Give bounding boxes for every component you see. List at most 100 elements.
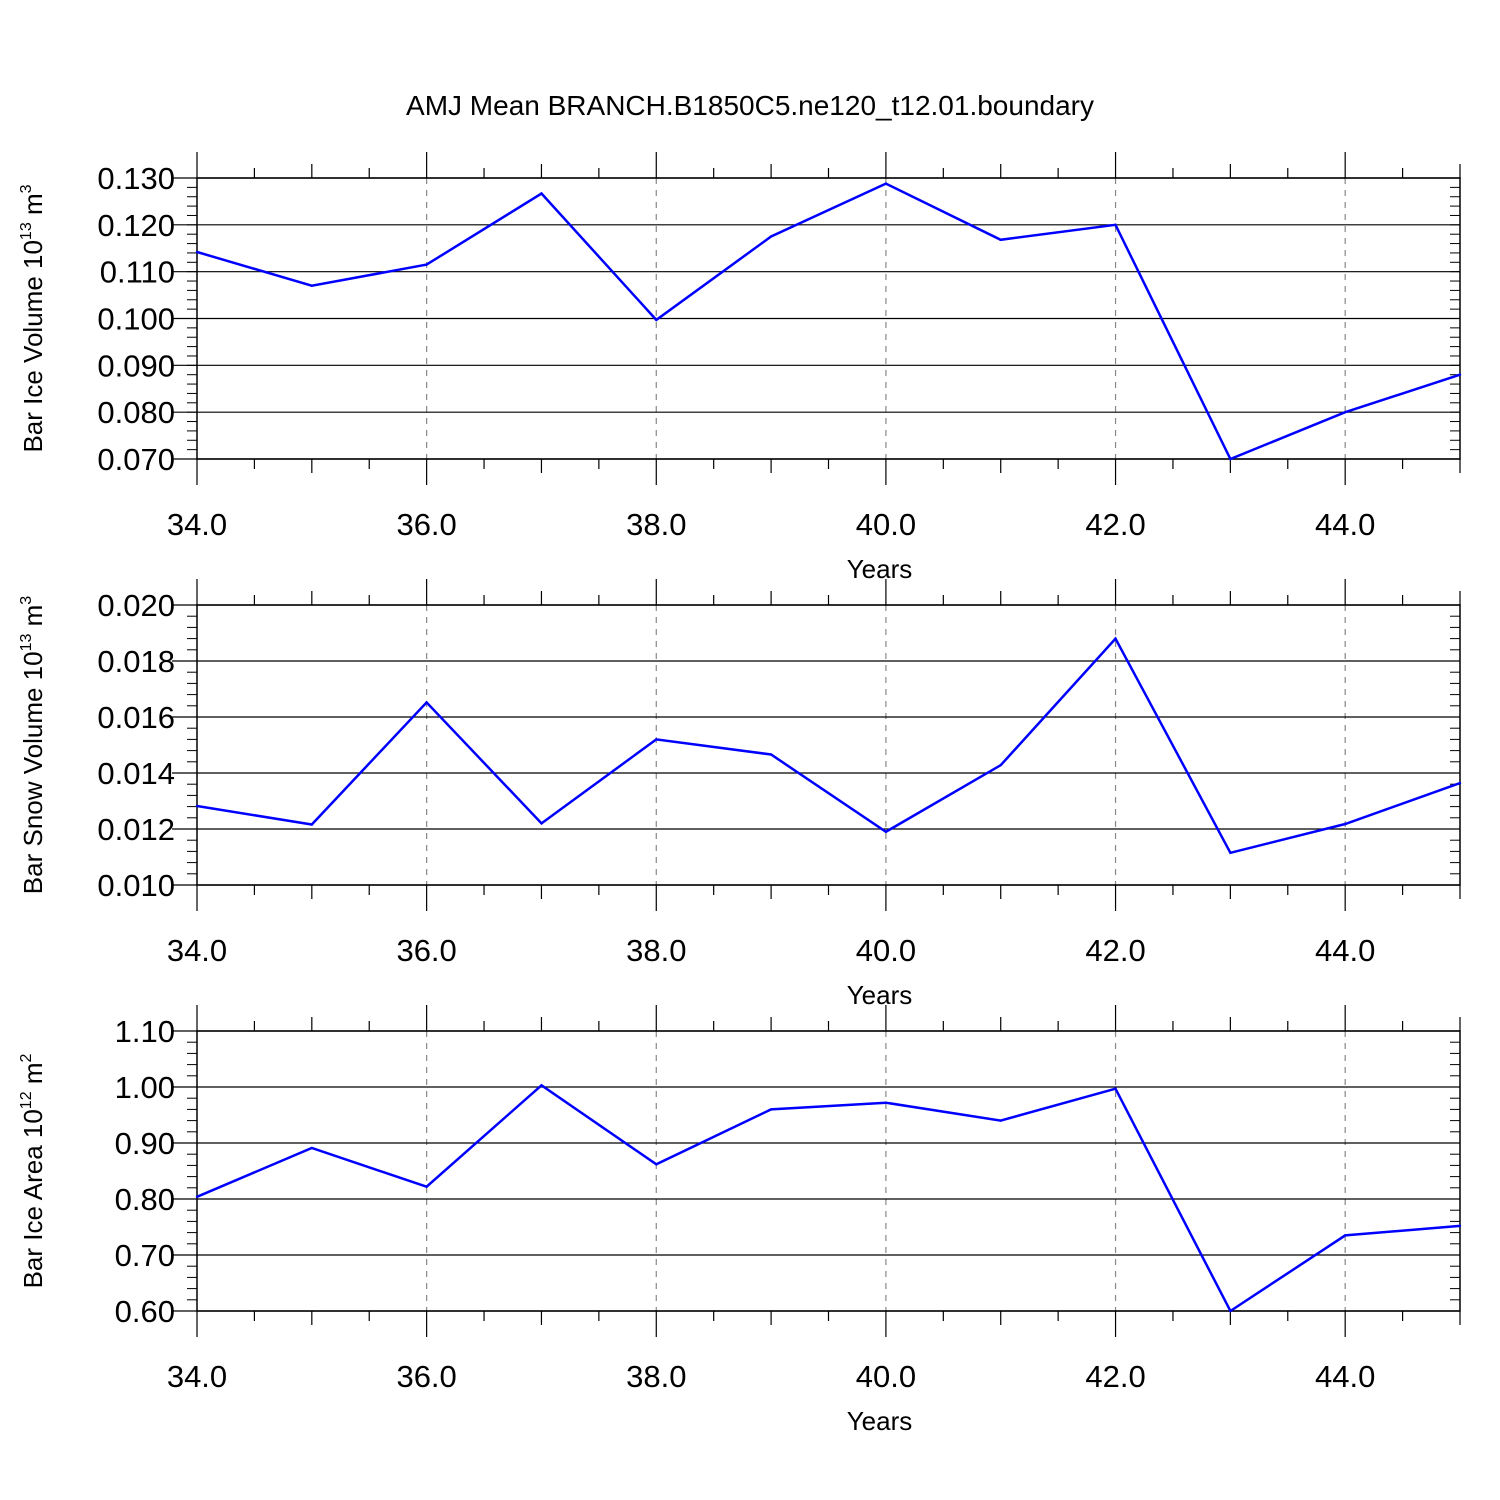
x-axis-label: Years [847, 980, 913, 1010]
panels: 0.070 0.080 0.090 0.100 0.110 0.120 0.130 34.0 3… [18, 152, 1462, 1436]
x-tick-label: 38.0 [626, 507, 686, 542]
y-axis-label: Bar Ice Area 1012 m2 [18, 1053, 48, 1288]
y-tick-label: 0.120 [97, 208, 175, 243]
y-axis-label-part: m [18, 1062, 48, 1091]
x-tick-label: 38.0 [626, 1359, 686, 1394]
data-point [310, 1146, 314, 1150]
y-tick-label: 0.130 [97, 161, 175, 196]
y-tick-label: 0.016 [97, 700, 175, 735]
x-tick-label: 42.0 [1085, 1359, 1145, 1394]
y-axis-label-part: Bar Ice Volume 10 [18, 240, 48, 452]
data-point [195, 250, 199, 254]
y-tick-label: 0.90 [115, 1126, 175, 1161]
y-tick-label: 0.014 [97, 756, 175, 791]
data-point [655, 1163, 658, 1166]
y-axis-label-part: Bar Snow Volume 10 [18, 651, 48, 894]
x-tick-label: 42.0 [1085, 507, 1145, 542]
data-point [540, 1084, 543, 1087]
y-tick-label: 0.110 [100, 255, 175, 290]
plot-frame [196, 177, 1461, 460]
y-axis-label-superscript: 12 [18, 1091, 35, 1109]
data-point [310, 284, 314, 287]
x-tick-label: 36.0 [396, 1359, 456, 1394]
x-tick-label: 44.0 [1315, 1359, 1375, 1394]
y-tick-label: 0.010 [97, 868, 175, 903]
x-tick-label: 34.0 [167, 1359, 227, 1394]
data-point [1343, 1234, 1347, 1237]
y-axis-label: Bar Snow Volume 1013 m3 [18, 596, 48, 895]
y-axis-label-part: Bar Ice Area 10 [18, 1109, 48, 1288]
data-point [769, 753, 773, 756]
data-point [655, 318, 658, 322]
y-axis-label-part: m [18, 605, 48, 634]
data-point [884, 182, 888, 185]
panel-3: 0.60 0.70 0.80 0.90 1.00 1.10 34.0 36.0 38.0 40.0… [18, 1005, 1462, 1436]
data-point [1114, 223, 1117, 227]
panel-1: 0.070 0.080 0.090 0.100 0.110 0.120 0.130 34.0 3… [18, 152, 1462, 584]
data-point [884, 830, 888, 833]
figure-title: AMJ Mean BRANCH.B1850C5.ne120_t12.01.bou… [406, 90, 1094, 121]
x-tick-label: 44.0 [1315, 507, 1375, 542]
series-line [196, 1083, 1461, 1313]
data-point [1114, 637, 1117, 640]
plot-frame [196, 1030, 1461, 1312]
data-point [195, 804, 199, 808]
x-tick-label: 34.0 [167, 507, 227, 542]
plot-frame [196, 604, 1461, 886]
data-point [999, 763, 1002, 767]
y-axis-label: Bar Ice Volume 1013 m3 [18, 184, 48, 452]
series-line [196, 636, 1461, 855]
y-tick-label: 0.090 [97, 348, 175, 383]
data-point [769, 1108, 773, 1111]
y-axis-label-superscript: 13 [18, 633, 35, 651]
y-tick-label: 0.60 [115, 1294, 175, 1329]
data-point [1343, 410, 1347, 414]
data-point [999, 1119, 1002, 1122]
x-tick-label: 40.0 [856, 507, 916, 542]
y-tick-label: 0.012 [97, 812, 175, 847]
x-tick-label: 40.0 [856, 933, 916, 968]
data-point [1114, 1087, 1117, 1090]
data-point [999, 238, 1002, 242]
x-axis-label: Years [847, 1406, 913, 1436]
y-tick-label: 0.070 [97, 442, 175, 477]
series-line [196, 182, 1461, 461]
data-point [540, 192, 543, 195]
y-tick-label: 0.80 [115, 1182, 175, 1217]
y-axis-label-superscript: 3 [18, 184, 35, 193]
data-point [1229, 851, 1232, 854]
y-tick-label: 1.00 [115, 1070, 175, 1105]
data-point [1458, 373, 1462, 376]
x-tick-label: 36.0 [396, 507, 456, 542]
data-point [884, 1101, 888, 1104]
y-axis-label-superscript: 3 [18, 596, 35, 605]
data-point [425, 1185, 428, 1188]
y-tick-label: 0.080 [97, 395, 175, 430]
x-tick-label: 38.0 [626, 933, 686, 968]
y-axis-label-part: m [18, 193, 48, 222]
y-tick-label: 0.100 [97, 302, 175, 337]
data-point [1229, 457, 1232, 461]
data-point [769, 235, 773, 238]
data-point [655, 738, 658, 741]
data-point [1458, 781, 1462, 785]
x-tick-label: 34.0 [167, 933, 227, 968]
x-tick-label: 42.0 [1085, 933, 1145, 968]
y-axis-label-superscript: 2 [18, 1053, 35, 1062]
y-tick-label: 1.10 [115, 1014, 175, 1049]
data-point [425, 701, 428, 704]
data-point [1229, 1309, 1232, 1313]
y-axis-label-superscript: 13 [18, 222, 35, 240]
data-point [425, 263, 428, 266]
data-point [195, 1195, 199, 1198]
x-axis-label: Years [847, 554, 913, 584]
panel-2: 0.010 0.012 0.014 0.016 0.018 0.020 34.0 36.0 38… [18, 579, 1462, 1010]
y-tick-label: 0.020 [97, 588, 175, 623]
data-point [310, 823, 314, 826]
data-point [540, 822, 543, 825]
data-point [1458, 1224, 1462, 1228]
x-tick-label: 44.0 [1315, 933, 1375, 968]
data-point [1343, 822, 1347, 826]
